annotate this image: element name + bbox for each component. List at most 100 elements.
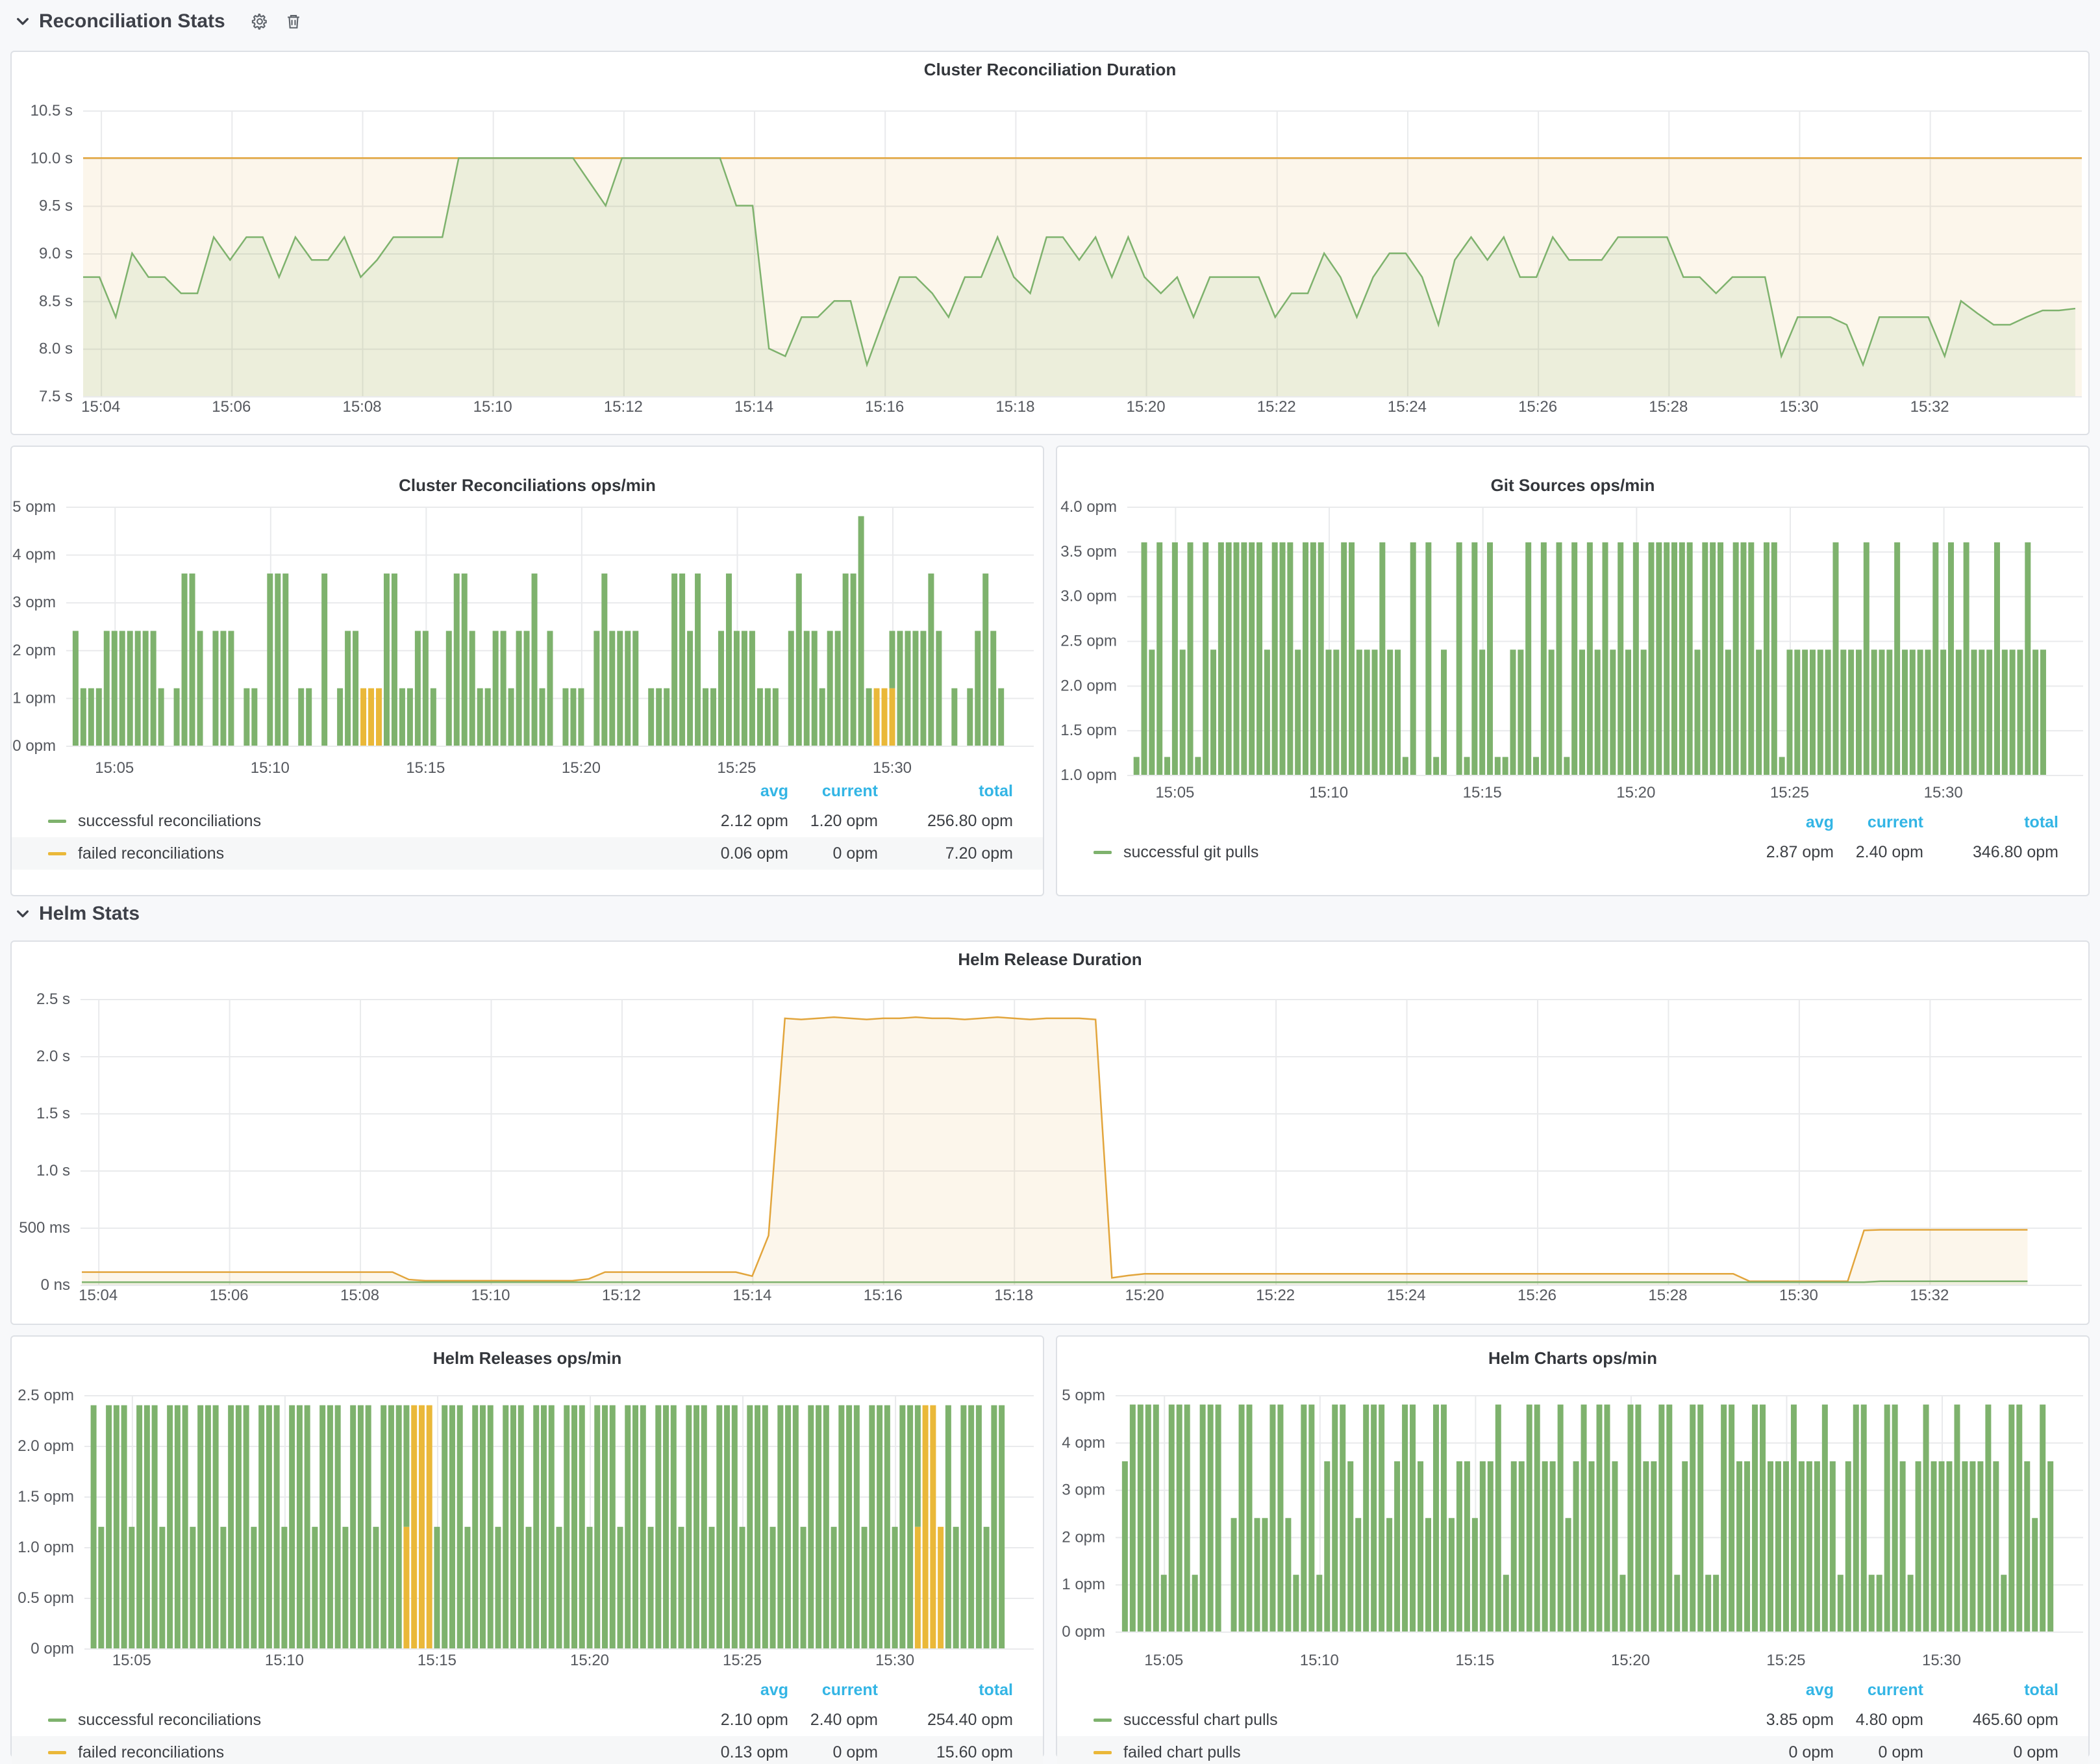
bar-successful (1441, 649, 1447, 775)
x-tick-label: 15:08 (342, 398, 381, 416)
legend-header-current[interactable]: current (821, 782, 878, 800)
bar-successful (1594, 649, 1601, 775)
legend-series-name[interactable]: failed chart pulls (1123, 1743, 1241, 1761)
legend-header-total[interactable]: total (979, 1681, 1013, 1699)
legend-swatch (48, 1718, 66, 1722)
legend-header-total[interactable]: total (2024, 813, 2058, 831)
legend-row-failed-chart-pulls[interactable]: failed chart pulls 0 opm 0 opm 0 opm (1057, 1736, 2088, 1764)
bar-successful (990, 631, 997, 746)
legend-row-successful-git-pulls[interactable]: successful git pulls 2.87 opm 2.40 opm 346.… (1057, 836, 2088, 868)
panel-title[interactable]: Helm Charts ops/min (1488, 1348, 1658, 1368)
bar-successful (803, 631, 810, 746)
bar-successful (1495, 1404, 1501, 1632)
row-title[interactable]: Reconciliation Stats (39, 10, 225, 32)
bar-successful (785, 1405, 792, 1648)
legend-value-avg: 0.06 opm (720, 844, 788, 863)
bar-successful (1871, 649, 1877, 775)
y-tick-label: 1.5 s (36, 1105, 70, 1122)
bar-successful (892, 1526, 898, 1648)
chart-p2[interactable]: 0 opm 1 opm 2 opm 3 opm 4 opm 5 opm 15:05 15:10… (12, 447, 1043, 895)
bar-successful (151, 1405, 158, 1648)
bar-successful (1410, 542, 1416, 775)
legend-row-successful-reconciliations[interactable]: successful reconciliations 2.12 opm 1.20 o… (12, 805, 1043, 837)
bar-successful (484, 688, 491, 746)
legend-series-name[interactable]: failed reconciliations (78, 1743, 225, 1761)
legend: avg current total successful reconciliation… (12, 778, 1043, 870)
bar-successful (1977, 1461, 1984, 1632)
legend-series-name[interactable]: successful reconciliations (78, 811, 262, 830)
row-title[interactable]: Helm Stats (39, 903, 140, 924)
x-tick-label: 15:30 (1924, 784, 1963, 801)
legend-header-total[interactable]: total (979, 782, 1013, 800)
bar-successful (1525, 542, 1532, 775)
bar-successful (1899, 1461, 1906, 1632)
bar-successful (266, 1405, 272, 1648)
chart-p4[interactable]: 0 ns 500 ms 1.0 s 1.5 s 2.0 s 2.5 s 15:04 15:06… (12, 942, 2088, 1324)
legend-row-successful-chart-pulls[interactable]: successful chart pulls 3.85 opm 4.80 opm 46… (1057, 1704, 2088, 1736)
bar-successful (1510, 649, 1516, 775)
bar-successful (1425, 1518, 1431, 1632)
panel-title[interactable]: Cluster Reconciliations ops/min (399, 475, 656, 495)
x-tick-label: 15:15 (406, 759, 445, 777)
bar-successful (190, 1526, 196, 1648)
legend-header-avg[interactable]: avg (1805, 813, 1834, 831)
legend-header-avg[interactable]: avg (760, 782, 788, 800)
bar-successful (472, 1405, 479, 1648)
bar-successful (1917, 649, 1923, 775)
panel-cluster-reconciliation-duration[interactable]: Cluster Reconciliation Duration 7.5 s 8.0… (10, 51, 2090, 435)
y-tick-label: 2 opm (1062, 1528, 1105, 1546)
gear-icon[interactable] (251, 13, 268, 30)
bar-successful (982, 573, 989, 746)
panel-git-sources-opm[interactable]: Git Sources ops/min 1.0 opm 1.5 opm 2.0 op… (1056, 446, 2090, 896)
bar-successful (716, 1405, 723, 1648)
bar-successful (1534, 1404, 1540, 1632)
legend-row-failed-reconciliations[interactable]: failed reconciliations 0.13 opm 0 opm 15.60… (12, 1736, 1043, 1764)
panel-cluster-reconciliations-opm[interactable]: Cluster Reconciliations ops/min 0 opm 1 o… (10, 446, 1044, 896)
chart-p3[interactable]: 1.0 opm 1.5 opm 2.0 opm 2.5 opm 3.0 opm 3.5 o… (1057, 447, 2088, 895)
bar-successful (1752, 1404, 1758, 1632)
legend-header-current[interactable]: current (1867, 1681, 1923, 1699)
panel-helm-charts-opm[interactable]: Helm Charts ops/min 0 opm 1 opm 2 opm 3 opm… (1056, 1335, 2090, 1764)
bar-successful (842, 573, 849, 746)
panel-title[interactable]: Git Sources ops/min (1490, 475, 1655, 495)
panel-title[interactable]: Helm Release Duration (958, 950, 1142, 969)
legend-series-name[interactable]: successful git pulls (1123, 842, 1259, 861)
panel-title[interactable]: Cluster Reconciliation Duration (923, 60, 1177, 79)
bar-successful (564, 1405, 570, 1648)
bar-successful (1149, 649, 1155, 775)
legend-header-avg[interactable]: avg (1805, 1681, 1834, 1699)
legend-header-current[interactable]: current (821, 1681, 878, 1699)
row-header-helm-stats[interactable]: Helm Stats (16, 903, 140, 925)
legend-row-successful-reconciliations[interactable]: successful reconciliations 2.10 opm 2.40 o… (12, 1704, 1043, 1736)
bar-successful (395, 1405, 402, 1648)
bar-successful (1557, 1404, 1564, 1632)
panel-helm-releases-opm[interactable]: Helm Releases ops/min 0 opm 0.5 opm 1.0 op… (10, 1335, 1044, 1764)
legend-header-avg[interactable]: avg (760, 1681, 788, 1699)
legend-header-current[interactable]: current (1867, 813, 1923, 831)
bar-successful (1853, 1404, 1859, 1632)
bar-successful (487, 1405, 494, 1648)
panel-title[interactable]: Helm Releases ops/min (432, 1348, 622, 1368)
legend-series-name[interactable]: failed reconciliations (78, 844, 225, 863)
series-line-cluster-reconciliation-duration (83, 157, 2076, 368)
legend-swatch (1094, 1750, 1112, 1754)
bar-successful (632, 1405, 639, 1648)
trash-icon[interactable] (285, 13, 302, 30)
panel-helm-release-duration[interactable]: Helm Release Duration 0 ns 500 ms 1.0 s 1.5… (10, 940, 2090, 1325)
bar-successful (1985, 1404, 1992, 1632)
legend-series-name[interactable]: successful chart pulls (1123, 1710, 1278, 1729)
bar-successful (80, 688, 86, 746)
bar-successful (1218, 542, 1224, 775)
bar-successful (212, 631, 219, 746)
bar-successful (212, 1405, 219, 1648)
bar-successful (1702, 542, 1708, 775)
bar-successful (1679, 542, 1685, 775)
legend-header-total[interactable]: total (2024, 1681, 2058, 1699)
chart-p5[interactable]: 0 opm 0.5 opm 1.0 opm 1.5 opm 2.0 opm 2.5 opm… (12, 1337, 1043, 1756)
legend-row-failed-reconciliations[interactable]: failed reconciliations 0.06 opm 0 opm 7.20 … (12, 837, 1043, 870)
chart-p6[interactable]: 0 opm 1 opm 2 opm 3 opm 4 opm 5 opm 15:05 15:10… (1057, 1337, 2088, 1756)
bar-successful (928, 573, 934, 746)
legend-series-name[interactable]: successful reconciliations (78, 1710, 262, 1729)
row-header-reconciliation-stats[interactable]: Reconciliation Stats (16, 10, 302, 32)
chart-p1[interactable]: 7.5 s 8.0 s 8.5 s 9.0 s 9.5 s 10.0 s 10.5 s 15:… (12, 52, 2088, 434)
